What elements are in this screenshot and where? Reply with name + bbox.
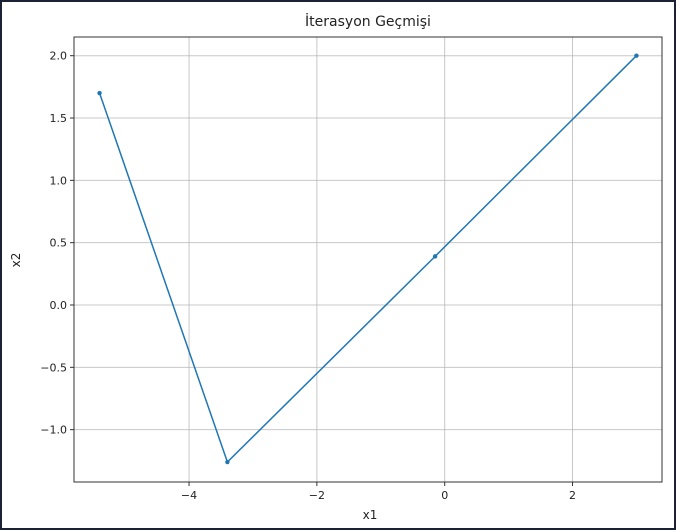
- y-tick-label: 1.5: [50, 112, 68, 125]
- data-point: [97, 90, 102, 96]
- data-point: [225, 459, 230, 465]
- chart-title: İterasyon Geçmişi: [305, 12, 431, 30]
- plot-area: [74, 37, 662, 482]
- grid-lines: [74, 37, 662, 482]
- y-tick-label: 2.0: [50, 50, 68, 63]
- data-layer: [97, 53, 639, 465]
- y-tick-label: −1.0: [40, 424, 67, 437]
- y-tick-label: 0.5: [50, 237, 68, 250]
- y-tick-label: 1.0: [50, 174, 68, 187]
- y-axis-label: x2: [9, 253, 23, 268]
- x-tick-label: −2: [309, 489, 325, 502]
- y-tick-label: −0.5: [40, 361, 67, 374]
- series-line: [98, 55, 637, 464]
- data-point: [634, 53, 639, 58]
- plot-border: [73, 36, 663, 483]
- data-point: [432, 254, 438, 259]
- y-tick-label: 0.0: [50, 299, 68, 312]
- x-tick-label: −4: [181, 489, 197, 502]
- x-axis-label: x1: [363, 508, 378, 522]
- x-tick-label: 0: [441, 489, 448, 502]
- x-tick-label: 2: [569, 489, 576, 502]
- tick-layer: −4 −2 0 2 −1.0 −0.5 0.0 0.5 1.0 1.5 2.0: [40, 50, 576, 502]
